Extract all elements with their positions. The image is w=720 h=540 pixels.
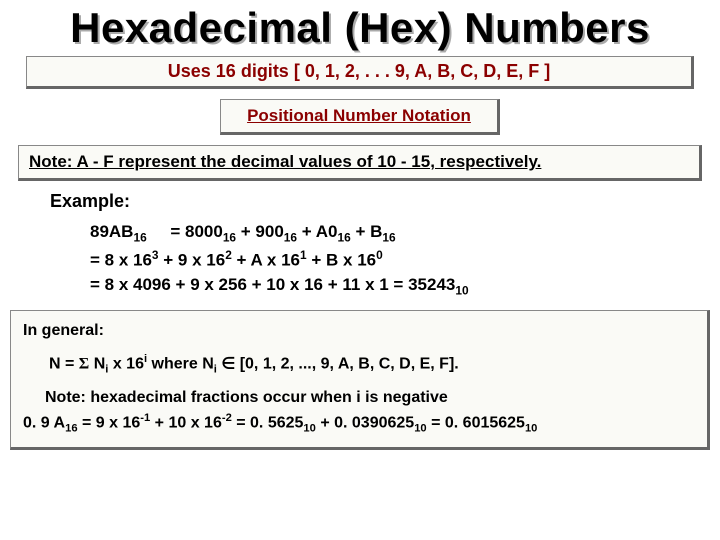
example-body: 89AB16 = 800016 + 90016 + A016 + B16 = 8… (90, 220, 720, 300)
example-line-2: = 8 x 163 + 9 x 162 + A x 161 + B x 160 (90, 247, 720, 273)
fraction-example: 0. 9 A16 = 9 x 16-1 + 10 x 16-2 = 0. 562… (23, 410, 695, 437)
positional-notation-box: Positional Number Notation (220, 99, 500, 135)
fraction-note: Note: hexadecimal fractions occur when i… (45, 386, 695, 410)
example-line-3: = 8 x 4096 + 9 x 256 + 10 x 16 + 11 x 1 … (90, 273, 720, 300)
page-title: Hexadecimal (Hex) Numbers (0, 0, 720, 54)
example-label: Example: (50, 191, 720, 212)
note-a-f-box: Note: A - F represent the decimal values… (18, 145, 702, 181)
example-line-1: 89AB16 = 800016 + 90016 + A016 + B16 (90, 220, 720, 247)
general-box: In general: N = Σ Ni x 16i where Ni ∈ [0… (10, 310, 710, 451)
general-formula: N = Σ Ni x 16i where Ni ∈ [0, 1, 2, ...,… (49, 351, 695, 378)
uses-digits-box: Uses 16 digits [ 0, 1, 2, . . . 9, A, B,… (26, 56, 694, 89)
in-general-label: In general: (23, 319, 695, 343)
